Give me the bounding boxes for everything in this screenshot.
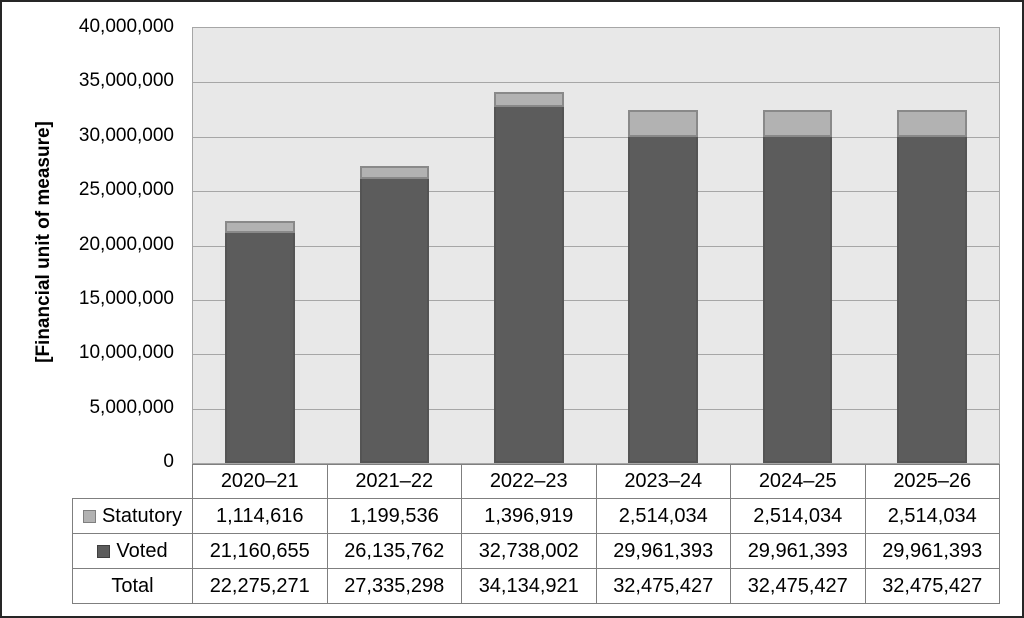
statutory-bar-segment [628, 109, 699, 138]
voted-bar-segment [628, 137, 699, 463]
value-cell: 2,514,034 [864, 498, 1000, 534]
year-header-cell: 2022–23 [461, 464, 597, 499]
y-tick-label: 5,000,000 [89, 396, 174, 418]
bars-container [193, 28, 999, 463]
table-row: Total 22,275,271 27,335,298 34,134,921 32,47… [72, 568, 1000, 604]
value-cell: 32,475,427 [595, 568, 731, 604]
value-cell: 29,961,393 [864, 533, 1000, 569]
value-cell: 34,134,921 [461, 568, 597, 604]
gridline [193, 82, 999, 84]
stacked-bar [359, 165, 430, 463]
row-label-cell: Total [72, 568, 193, 604]
year-header-cell: 2021–22 [326, 464, 462, 499]
gridline [193, 354, 999, 356]
year-header-cell: 2020–21 [192, 464, 328, 499]
statutory-bar-segment [762, 109, 833, 138]
year-header-cell: 2025–26 [864, 464, 1000, 499]
voted-swatch-icon [97, 544, 111, 558]
voted-bar-segment [359, 178, 430, 463]
voted-bar-segment [896, 137, 967, 463]
stacked-bar [896, 109, 967, 463]
voted-bar-segment [225, 232, 296, 463]
y-tick-label: 15,000,000 [78, 287, 174, 309]
y-tick-label: 0 [163, 451, 174, 472]
value-cell: 29,961,393 [595, 533, 731, 569]
value-cell: 29,961,393 [730, 533, 866, 569]
data-table: 2020–21 2021–22 2022–23 2023–24 2024–25 2025–… [72, 464, 1000, 604]
bar-group [327, 28, 461, 463]
y-tick-label: 20,000,000 [78, 233, 174, 255]
stacked-bar [493, 91, 564, 463]
value-cell: 1,114,616 [192, 498, 328, 534]
value-cell: 32,738,002 [461, 533, 597, 569]
y-tick-label: 30,000,000 [78, 124, 174, 146]
y-axis-tick-labels: 40,000,000 35,000,000 30,000,000 25,000,000… [2, 16, 174, 472]
voted-bar-segment [493, 106, 564, 463]
bar-group [730, 28, 864, 463]
statutory-bar-segment [225, 220, 296, 233]
voted-bar-segment [762, 137, 833, 463]
value-cell: 2,514,034 [730, 498, 866, 534]
value-cell: 21,160,655 [192, 533, 328, 569]
table-corner-blank [72, 464, 193, 499]
gridline [193, 136, 999, 138]
statutory-swatch-icon [82, 509, 96, 523]
year-header-row: 2020–21 2021–22 2022–23 2023–24 2024–25 2025–… [72, 464, 1000, 499]
row-label-cell: Statutory [72, 498, 193, 534]
gridline [193, 408, 999, 410]
plot-area [192, 27, 1000, 464]
gridline [193, 245, 999, 247]
value-cell: 22,275,271 [192, 568, 328, 604]
value-cell: 32,475,427 [864, 568, 1000, 604]
table-row: Statutory 1,114,616 1,199,536 1,396,919 2,51… [72, 498, 1000, 534]
value-cell: 27,335,298 [326, 568, 462, 604]
bar-group [596, 28, 730, 463]
statutory-bar-segment [493, 91, 564, 107]
year-header-cell: 2024–25 [730, 464, 866, 499]
value-cell: 1,396,919 [461, 498, 597, 534]
value-cell: 26,135,762 [326, 533, 462, 569]
stacked-bar [628, 109, 699, 463]
value-cell: 32,475,427 [730, 568, 866, 604]
statutory-bar-segment [896, 109, 967, 138]
y-tick-label: 25,000,000 [78, 179, 174, 201]
year-header-cell: 2023–24 [595, 464, 731, 499]
row-label-cell: Voted [72, 533, 193, 569]
stacked-bar [762, 109, 833, 463]
value-cell: 1,199,536 [326, 498, 462, 534]
value-cell: 2,514,034 [595, 498, 731, 534]
y-tick-label: 10,000,000 [78, 342, 174, 364]
bar-group [865, 28, 999, 463]
stacked-bar [225, 220, 296, 463]
bar-group [193, 28, 327, 463]
gridline [193, 191, 999, 193]
table-row: Voted 21,160,655 26,135,762 32,738,002 29,96… [72, 533, 1000, 569]
y-tick-label: 35,000,000 [78, 70, 174, 92]
y-tick-label: 40,000,000 [78, 16, 174, 37]
statutory-bar-segment [359, 165, 430, 179]
bar-group [462, 28, 596, 463]
gridline [193, 299, 999, 301]
data-table-body: 2020–21 2021–22 2022–23 2023–24 2024–25 2025–… [72, 464, 1000, 604]
